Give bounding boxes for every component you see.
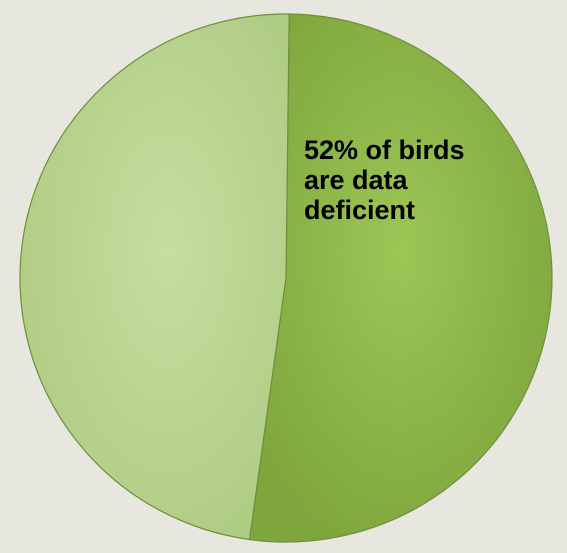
pie-slice-data-deficient: [248, 13, 553, 543]
slice-label-data-deficient: 52% of birds are data deficient: [304, 135, 465, 225]
pie-slice-other: [19, 13, 290, 541]
pie-slices: [19, 13, 553, 543]
